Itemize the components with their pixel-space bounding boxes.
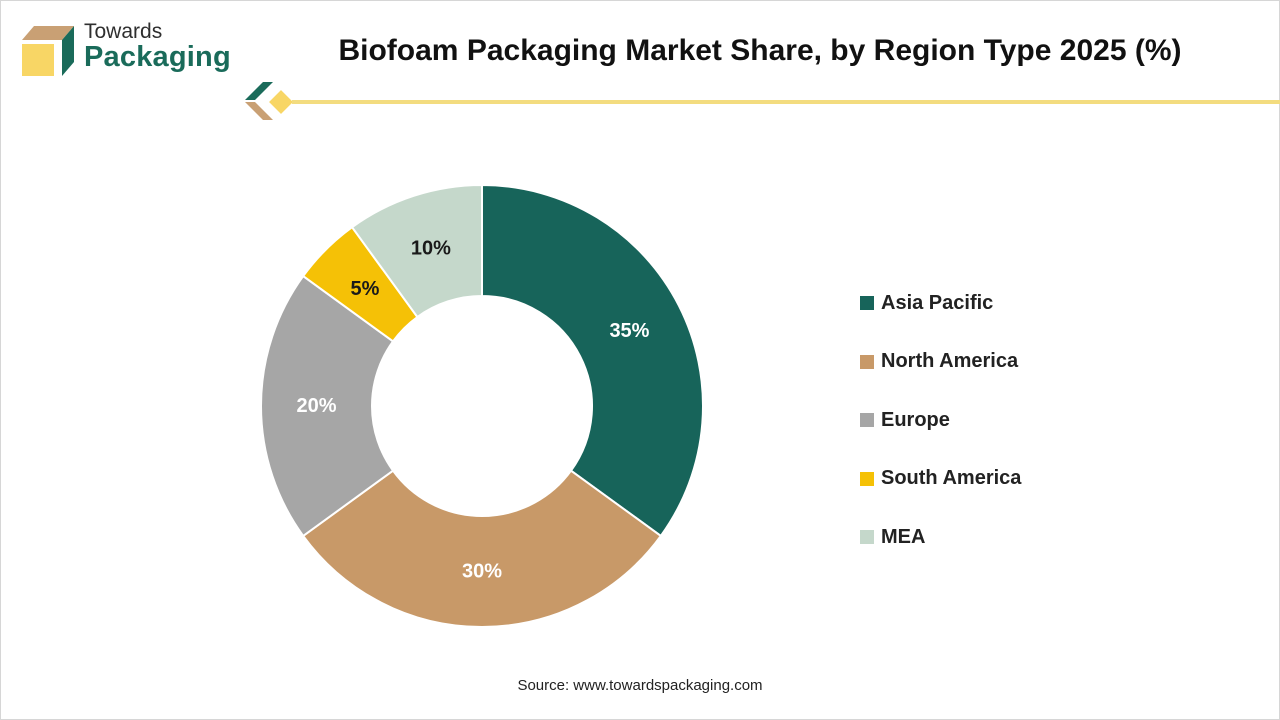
data-label-asia-pacific: 35%	[609, 320, 649, 342]
legend-swatch	[860, 530, 874, 545]
logo-text-towards: Towards	[84, 20, 163, 43]
legend-item-mea: MEA	[860, 508, 1021, 567]
data-label-north-america: 30%	[462, 561, 502, 583]
legend-label: Asia Pacific	[881, 291, 994, 314]
slice-north-america	[301, 469, 663, 629]
slice-asia-pacific	[481, 183, 704, 538]
box-logo-icon	[22, 26, 74, 76]
legend-label: South America	[881, 467, 1022, 490]
source-note: Source: www.towardspackaging.com	[517, 677, 763, 694]
title-underline	[292, 100, 1280, 104]
legend-label: MEA	[881, 525, 926, 548]
legend-swatch	[860, 413, 874, 428]
data-label-mea: 10%	[411, 238, 451, 260]
slice-mea	[350, 183, 483, 319]
data-label-south-america: 5%	[351, 278, 380, 300]
chart-title: Biofoam Packaging Market Share, by Regio…	[338, 34, 1182, 67]
towards-packaging-logo	[18, 22, 248, 82]
legend-item-south-america: South America	[860, 450, 1021, 509]
slice-europe	[260, 274, 395, 538]
legend-swatch	[860, 471, 874, 486]
chart-legend: Asia Pacific North America Europe South Ame…	[860, 274, 1021, 567]
legend-item-europe: Europe	[860, 391, 1021, 450]
rule-decoration-icon	[245, 82, 298, 120]
legend-item-north-america: North America	[860, 333, 1021, 392]
legend-label: North America	[881, 350, 1019, 373]
legend-swatch	[860, 354, 874, 369]
legend-item-asia-pacific: Asia Pacific	[860, 274, 1021, 333]
logo-text-packaging: Packaging	[84, 41, 231, 73]
legend-label: Europe	[881, 408, 950, 431]
legend-swatch	[860, 296, 874, 311]
data-label-europe: 20%	[296, 395, 336, 417]
